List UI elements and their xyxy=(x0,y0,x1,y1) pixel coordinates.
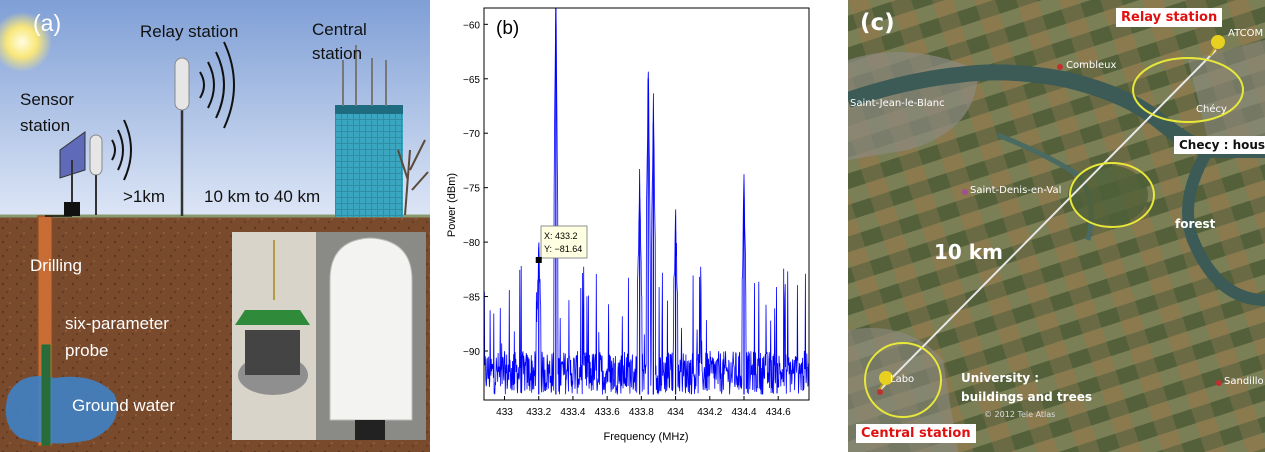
y-tick-label: −90 xyxy=(463,347,480,358)
solar-panel xyxy=(59,131,86,179)
panel-c-map: (c) Relay station ATCOM Combleux Saint-J… xyxy=(848,0,1265,452)
panel-b-spectrum: 433 433.2 433.4 433.6 433.8 434 434.2 434.4 434.… xyxy=(438,0,828,452)
panel-a-tag: (a) xyxy=(33,10,62,36)
labo-dot xyxy=(877,389,883,395)
x-tick-label: 433.6 xyxy=(595,407,620,418)
saint-denis-label: Saint-Denis-en-Val xyxy=(970,185,1062,196)
x-tick-label: 433.4 xyxy=(560,407,585,418)
sandillon-dot xyxy=(1216,380,1222,386)
y-axis-label: Power (dBm) xyxy=(446,173,458,237)
panel-b-tag: (b) xyxy=(496,18,519,39)
central-station-label-line2: station xyxy=(312,44,363,63)
combleux-label: Combleux xyxy=(1066,60,1117,71)
plot-frame xyxy=(483,7,810,401)
river-loire xyxy=(848,64,1265,158)
y-tick-label: −75 xyxy=(463,184,480,195)
x-tick-label: 434.6 xyxy=(766,407,791,418)
y-tick-label: −60 xyxy=(463,20,480,31)
datatip-y: Y: −81.64 xyxy=(544,244,582,254)
relay-station-callout: Relay station xyxy=(1116,8,1223,27)
ground-water-label: Ground water xyxy=(72,396,175,415)
y-tick-label: −65 xyxy=(463,75,480,86)
sensor-station-label-line1: Sensor xyxy=(20,90,74,109)
y-tick-label: −85 xyxy=(463,293,480,304)
atcom-label: ATCOM xyxy=(1228,28,1264,39)
x-tick-label: 434.4 xyxy=(731,407,756,418)
spectrum-chart: 433 433.2 433.4 433.6 433.8 434 434.2 434.4 434.… xyxy=(446,7,810,443)
sun xyxy=(0,12,52,72)
spectrum-series xyxy=(483,7,810,395)
x-tick-label: 433.8 xyxy=(629,407,654,418)
relay-antenna xyxy=(174,57,190,111)
x-tick-label: 433.2 xyxy=(526,407,551,418)
probe-label-line2: probe xyxy=(65,341,109,360)
datatip-marker xyxy=(535,256,542,263)
relay-station-label: Relay station xyxy=(140,22,239,41)
distance-short-label: >1km xyxy=(123,187,166,206)
checy-houses-callout: Checy : houses xyxy=(1174,136,1265,154)
distance-long-label: 10 km to 40 km xyxy=(204,187,321,206)
drilling-label: Drilling xyxy=(30,256,82,275)
panel-a-illustration: (a) Relay station Central station Sensor… xyxy=(0,0,430,452)
x-tick-label: 434.2 xyxy=(697,407,722,418)
satellite-map xyxy=(848,0,1265,452)
x-tick-label: 434 xyxy=(667,407,684,418)
x-axis-label: Frequency (MHz) xyxy=(604,431,689,443)
y-tick-label: −70 xyxy=(463,129,480,140)
labo-label: Labo xyxy=(890,374,915,385)
central-building xyxy=(335,112,403,217)
checy-ellipse xyxy=(1132,57,1244,123)
y-tick-label: −80 xyxy=(463,238,480,249)
relay-pin-icon xyxy=(1209,35,1225,57)
datatip-x: X: 433.2 xyxy=(544,231,578,241)
radio-link-line xyxy=(879,49,1217,391)
saint-denis-dot xyxy=(962,189,968,195)
copyright-label: © 2012 Tele Atlas xyxy=(984,410,1056,419)
x-tick-label: 433 xyxy=(496,407,513,418)
panel-c-tag: (c) xyxy=(860,10,895,36)
central-station-callout: Central station xyxy=(856,424,976,443)
ground-water xyxy=(5,376,118,444)
distance-label: 10 km xyxy=(934,240,1003,264)
panel-a-scene xyxy=(0,0,430,452)
central-station-label-line1: Central xyxy=(312,20,367,39)
combleux-dot xyxy=(1057,64,1063,70)
sandillon-label: Sandillo xyxy=(1224,376,1264,387)
datalogger-box xyxy=(64,202,80,216)
forest-ellipse xyxy=(1069,162,1155,228)
spectrum-trace xyxy=(483,7,810,395)
sensor-antenna xyxy=(89,134,103,176)
university-callout-line2: buildings and trees xyxy=(961,390,1092,404)
probe xyxy=(41,344,51,446)
saint-jean-label: Saint-Jean-le-Blanc xyxy=(850,98,945,109)
forest-callout: forest xyxy=(1175,217,1216,231)
checy-label: Chécy xyxy=(1196,104,1227,115)
university-callout-line1: University : xyxy=(961,371,1040,385)
university-ellipse xyxy=(864,342,942,418)
datatip: X: 433.2 Y: −81.64 xyxy=(540,225,588,259)
probe-label-line1: six-parameter xyxy=(65,314,169,333)
sensor-station-label-line2: station xyxy=(20,116,71,135)
